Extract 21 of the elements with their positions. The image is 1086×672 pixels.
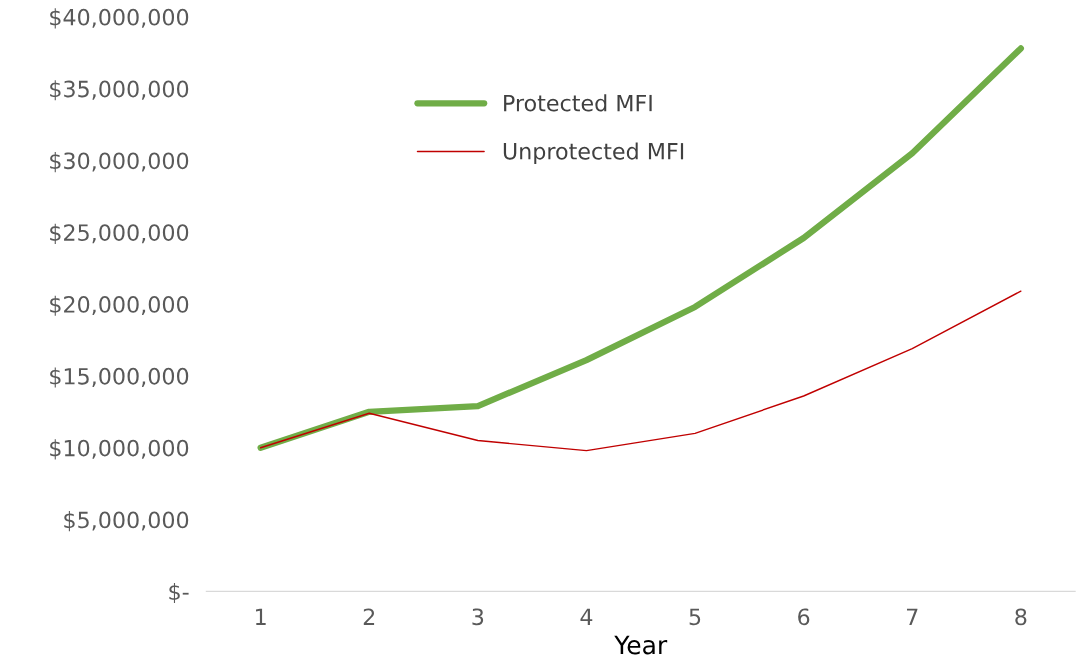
y-tick-label: $30,000,000 — [50, 152, 189, 173]
x-tick-label: 4 — [580, 608, 593, 625]
y-tick-label: $20,000,000 — [50, 295, 189, 316]
y-tick-label: $- — [169, 582, 189, 604]
x-tick-label: 7 — [906, 608, 918, 625]
x-tick-label: 5 — [689, 608, 701, 626]
y-tick-label: $40,000,000 — [50, 8, 189, 29]
y-tick-label: $15,000,000 — [50, 367, 189, 388]
legend-label: Unprotected MFI — [503, 142, 684, 164]
y-tick-label: $10,000,000 — [50, 439, 189, 460]
x-tick-label: 2 — [363, 608, 375, 625]
x-tick-label: 6 — [798, 608, 810, 626]
y-tick-label: $25,000,000 — [50, 223, 189, 244]
x-tick-label: 1 — [256, 608, 266, 625]
line-series — [259, 290, 1022, 452]
y-tick-label: $5,000,000 — [64, 511, 189, 532]
x-tick-label: 8 — [1015, 608, 1027, 626]
x-axis-title: Year — [614, 635, 668, 655]
x-tick-label: 3 — [472, 608, 484, 626]
y-tick-label: $35,000,000 — [50, 80, 189, 101]
legend-label: Protected MFI — [504, 94, 652, 112]
